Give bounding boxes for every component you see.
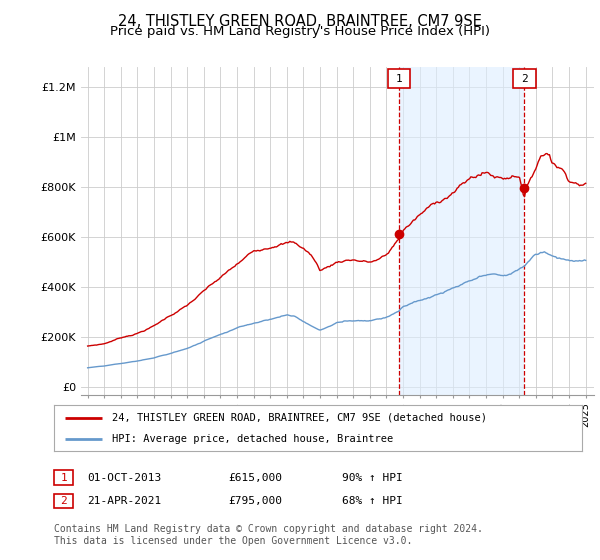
- Text: Price paid vs. HM Land Registry's House Price Index (HPI): Price paid vs. HM Land Registry's House …: [110, 25, 490, 38]
- Text: 01-OCT-2013: 01-OCT-2013: [87, 473, 161, 483]
- Text: 2: 2: [60, 496, 67, 506]
- Text: 21-APR-2021: 21-APR-2021: [87, 496, 161, 506]
- Text: £615,000: £615,000: [228, 473, 282, 483]
- Text: 90% ↑ HPI: 90% ↑ HPI: [342, 473, 403, 483]
- FancyBboxPatch shape: [388, 69, 410, 88]
- Text: £795,000: £795,000: [228, 496, 282, 506]
- Text: Contains HM Land Registry data © Crown copyright and database right 2024.
This d: Contains HM Land Registry data © Crown c…: [54, 524, 483, 546]
- Text: 68% ↑ HPI: 68% ↑ HPI: [342, 496, 403, 506]
- Text: 24, THISTLEY GREEN ROAD, BRAINTREE, CM7 9SE: 24, THISTLEY GREEN ROAD, BRAINTREE, CM7 …: [118, 14, 482, 29]
- Text: 2: 2: [521, 74, 527, 84]
- FancyBboxPatch shape: [513, 69, 536, 88]
- Bar: [399, 67, 524, 395]
- Text: 1: 1: [60, 473, 67, 483]
- Text: 1: 1: [395, 74, 403, 84]
- Text: HPI: Average price, detached house, Braintree: HPI: Average price, detached house, Brai…: [112, 435, 394, 444]
- Text: 24, THISTLEY GREEN ROAD, BRAINTREE, CM7 9SE (detached house): 24, THISTLEY GREEN ROAD, BRAINTREE, CM7 …: [112, 413, 487, 423]
